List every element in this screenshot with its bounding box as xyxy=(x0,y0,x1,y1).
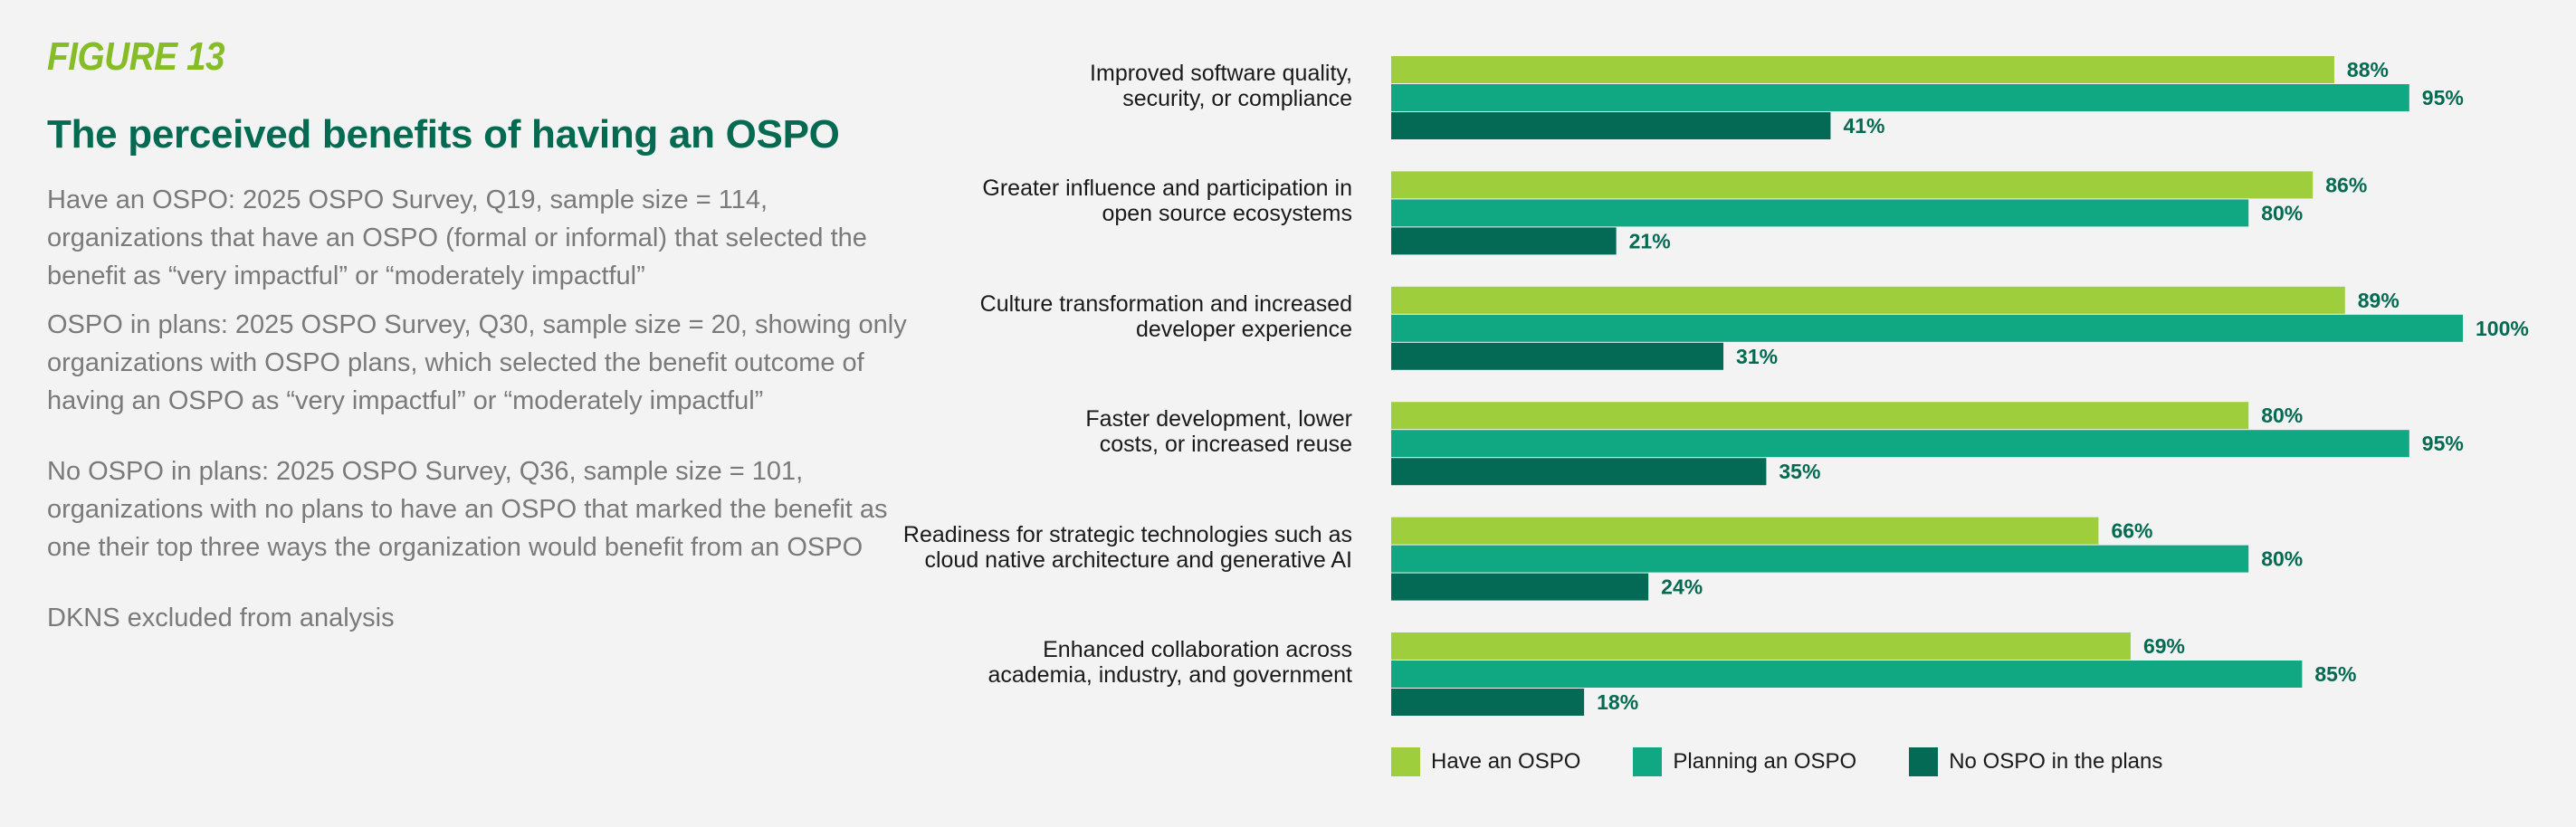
category-label-line: security, or compliance xyxy=(1122,86,1352,111)
bar-readiness-none xyxy=(1391,573,1649,601)
legend-label-planning: Planning an OSPO xyxy=(1673,749,1857,774)
note-have-ospo: Have an OSPO: 2025 OSPO Survey, Q19, sam… xyxy=(47,185,867,290)
value-label-influence-have: 86% xyxy=(2325,173,2367,196)
bar-faster-planning xyxy=(1391,430,2409,458)
value-label-readiness-planning: 80% xyxy=(2261,547,2303,571)
bar-influence-planning xyxy=(1391,199,2249,227)
category-label-line: cloud native architecture and generative… xyxy=(924,547,1352,573)
category-label-line: costs, or increased reuse xyxy=(1099,432,1352,458)
bar-influence-have xyxy=(1391,171,2314,199)
category-label-influence: Greater influence and participation in op… xyxy=(773,176,1352,226)
category-label-culture: Culture transformation and increased deve… xyxy=(773,291,1352,342)
bar-readiness-have xyxy=(1391,517,2099,545)
category-label-readiness: Readiness for strategic technologies suc… xyxy=(773,522,1352,573)
category-label-line: Faster development, lower xyxy=(1085,406,1352,433)
chart-title: The perceived benefits of having an OSPO xyxy=(47,112,840,157)
value-label-influence-none: 21% xyxy=(1629,229,1671,252)
category-label-line: Improved software quality, xyxy=(1090,61,1352,86)
legend-label-none: No OSPO in the plans xyxy=(1949,749,2163,774)
value-label-quality-none: 41% xyxy=(1843,114,1884,138)
value-label-collaboration-none: 18% xyxy=(1597,690,1638,714)
value-label-quality-have: 88% xyxy=(2347,58,2389,81)
legend-swatch-planning xyxy=(1633,747,1663,776)
value-label-culture-none: 31% xyxy=(1736,345,1778,368)
legend-item-none: No OSPO in the plans xyxy=(1909,747,2162,776)
category-label-faster: Faster development, lower costs, or incre… xyxy=(773,406,1352,457)
bar-collaboration-planning xyxy=(1391,661,2303,688)
value-label-influence-planning: 80% xyxy=(2261,201,2303,224)
value-label-collaboration-planning: 85% xyxy=(2314,662,2356,686)
bar-collaboration-none xyxy=(1391,689,1585,716)
value-label-faster-planning: 95% xyxy=(2422,432,2464,455)
source-notes: Have an OSPO: 2025 OSPO Survey, Q19, sam… xyxy=(47,181,916,637)
value-label-culture-have: 89% xyxy=(2358,289,2399,312)
legend-label-have: Have an OSPO xyxy=(1431,749,1581,774)
bar-quality-planning xyxy=(1391,84,2409,111)
bar-faster-none xyxy=(1391,458,1767,486)
value-label-culture-planning: 100% xyxy=(2476,317,2529,340)
category-label-quality: Improved software quality, security, or c… xyxy=(773,61,1352,111)
figure-label: FIGURE 13 xyxy=(47,34,225,79)
bar-culture-have xyxy=(1391,286,2345,314)
legend: Have an OSPO Planning an OSPO No OSPO in… xyxy=(1391,747,2215,776)
category-label-line: developer experience xyxy=(1135,316,1352,342)
bar-quality-have xyxy=(1391,56,2334,83)
value-label-faster-have: 80% xyxy=(2261,404,2303,427)
category-label-line: Culture transformation and increased xyxy=(979,290,1352,317)
legend-swatch-have xyxy=(1391,747,1420,776)
note-dkns: DKNS excluded from analysis xyxy=(47,604,395,632)
value-label-collaboration-have: 69% xyxy=(2143,634,2185,658)
value-label-readiness-have: 66% xyxy=(2111,519,2152,543)
note-no-ospo: No OSPO in plans: 2025 OSPO Survey, Q36,… xyxy=(47,457,888,562)
value-label-readiness-none: 24% xyxy=(1661,575,1703,599)
category-label-line: Enhanced collaboration across xyxy=(1043,637,1352,662)
bar-culture-planning xyxy=(1391,314,2463,342)
value-label-faster-none: 35% xyxy=(1779,460,1820,483)
note-ospo-in-plans: OSPO in plans: 2025 OSPO Survey, Q30, sa… xyxy=(47,310,907,415)
category-label-line: Greater influence and participation in xyxy=(982,176,1352,202)
category-label-line: academia, industry, and government xyxy=(987,662,1352,688)
bar-influence-none xyxy=(1391,227,1617,255)
value-label-quality-planning: 95% xyxy=(2422,86,2464,109)
bar-readiness-planning xyxy=(1391,545,2249,573)
bar-culture-none xyxy=(1391,342,1724,370)
bar-faster-have xyxy=(1391,402,2249,430)
category-label-collaboration: Enhanced collaboration across academia, i… xyxy=(773,637,1352,688)
bar-collaboration-have xyxy=(1391,632,2131,660)
legend-swatch-none xyxy=(1909,747,1939,776)
category-label-line: open source ecosystems xyxy=(1102,201,1352,227)
bar-quality-none xyxy=(1391,112,1831,139)
category-label-line: Readiness for strategic technologies suc… xyxy=(902,521,1352,547)
legend-item-have: Have an OSPO xyxy=(1391,747,1580,776)
legend-item-planning: Planning an OSPO xyxy=(1633,747,1856,776)
